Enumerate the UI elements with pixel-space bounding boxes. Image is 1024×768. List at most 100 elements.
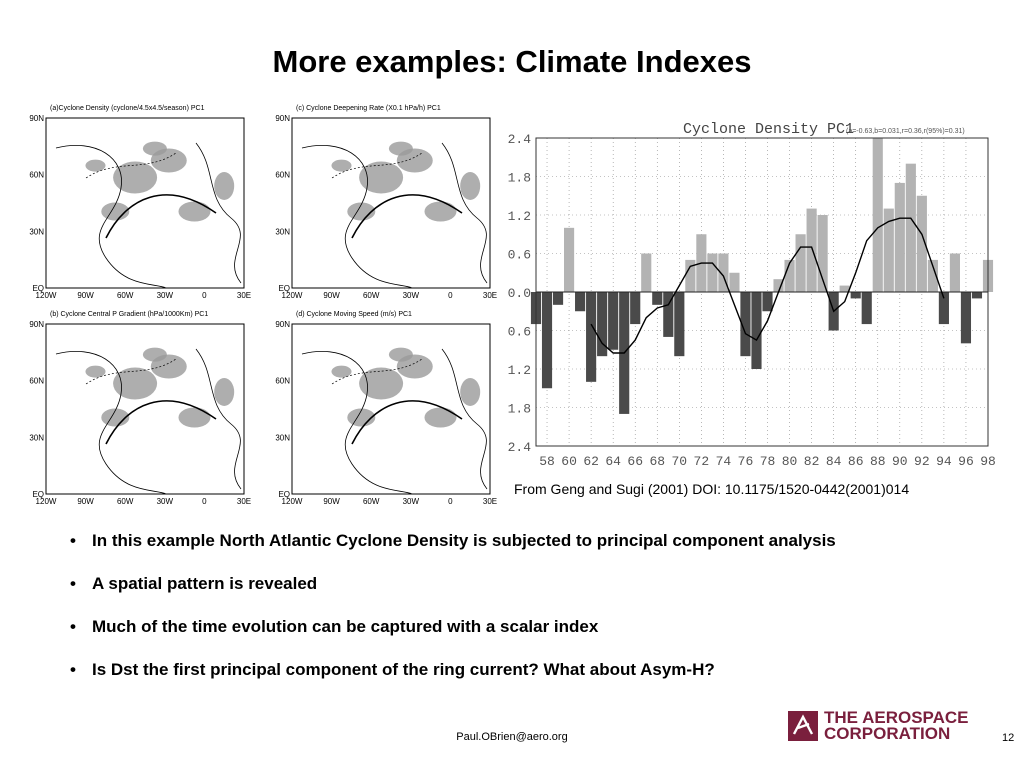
bar-positive (916, 195, 927, 292)
bar-negative (938, 292, 949, 325)
bar-negative (608, 292, 619, 350)
y-tick-label: 1.8 (508, 171, 531, 186)
map-lon-label: 90W (323, 291, 340, 300)
map-shaded-region (85, 365, 106, 378)
bar-negative (740, 292, 751, 357)
bullet-text: Is Dst the first principal component of … (92, 660, 715, 679)
map-shaded-region (142, 347, 167, 362)
bullet-text: In this example North Atlantic Cyclone D… (92, 531, 836, 550)
map-shaded-region (178, 407, 211, 428)
map-lat-label: 60N (29, 377, 44, 386)
y-tick-label: 1.2 (508, 363, 531, 378)
map-lat-label: 30N (275, 227, 290, 236)
logo-line-1: THE AEROSPACE (824, 708, 969, 727)
bar-negative (597, 292, 608, 357)
x-tick-label: 82 (804, 454, 820, 468)
bar-positive (839, 285, 850, 292)
map-lon-label: 30W (157, 497, 174, 506)
bar-negative (575, 292, 586, 312)
map-lon-label: 30W (403, 497, 420, 506)
map-lat-label: EQ (32, 284, 44, 293)
bar-negative (861, 292, 872, 325)
map-lon-label: 60W (117, 497, 134, 506)
map-lat-label: EQ (32, 490, 44, 499)
bar-positive (817, 215, 828, 292)
y-tick-label: 0.0 (508, 286, 531, 301)
map-lon-label: 30E (237, 497, 251, 506)
map-shaded-region (331, 159, 352, 172)
map-lon-label: 0 (448, 291, 453, 300)
x-tick-label: 86 (848, 454, 864, 468)
coastline (441, 348, 488, 490)
map-lat-label: 90N (275, 320, 290, 329)
bar-positive (883, 208, 894, 292)
bullet-icon: • (70, 574, 76, 593)
y-tick-label: 1.2 (508, 209, 531, 224)
bar-negative (674, 292, 685, 357)
bar-positive (707, 253, 718, 292)
coastline (195, 348, 242, 490)
map-lat-label: 30N (29, 433, 44, 442)
map-panel-b: (b) Cyclone Central P Gradient (hPa/1000… (20, 306, 252, 511)
map-lon-label: 30W (157, 291, 174, 300)
bar-positive (949, 253, 960, 292)
footer-email: Paul.OBrien@aero.org (456, 731, 568, 743)
bullet-icon: • (70, 531, 76, 550)
map-frame (45, 117, 245, 289)
map-lon-label: 30E (237, 291, 251, 300)
map-panel-c: (c) Cyclone Deepening Rate (X0.1 hPa/h) … (266, 100, 498, 305)
map-frame (45, 323, 245, 495)
bullet-text: Much of the time evolution can be captur… (92, 617, 599, 636)
map-lon-label: 0 (202, 291, 207, 300)
bar-positive (905, 163, 916, 292)
bar-positive (784, 259, 795, 292)
map-lon-label: 30E (483, 291, 497, 300)
map-caption: (a)Cyclone Density (cyclone/4.5x4.5/seas… (50, 105, 205, 112)
page-number: 12 (1002, 732, 1015, 744)
map-panel-a: (a)Cyclone Density (cyclone/4.5x4.5/seas… (20, 100, 252, 305)
bar-positive (927, 259, 938, 292)
x-tick-label: 94 (936, 454, 952, 468)
map-shaded-region (113, 161, 158, 194)
coastline (55, 351, 167, 495)
bar-positive (564, 227, 575, 292)
bar-negative (663, 292, 674, 337)
map-lon-label: 60W (363, 291, 380, 300)
y-tick-label: 2.4 (508, 132, 532, 147)
x-tick-label: 76 (738, 454, 754, 468)
map-shaded-region (331, 365, 352, 378)
bar-positive (773, 279, 784, 292)
map-shaded-region (359, 367, 404, 400)
map-lat-label: 30N (29, 227, 44, 236)
bar-positive (806, 208, 817, 292)
coastline (301, 145, 413, 289)
coastline (195, 142, 242, 284)
bar-negative (751, 292, 762, 369)
map-lat-label: EQ (278, 490, 290, 499)
map-lon-label: 120W (282, 497, 303, 506)
x-tick-label: 64 (605, 454, 621, 468)
bar-positive (641, 253, 652, 292)
x-tick-label: 98 (980, 454, 996, 468)
bullet-item: • In this example North Atlantic Cyclone … (70, 530, 1010, 551)
x-tick-label: 80 (782, 454, 798, 468)
bullet-text: A spatial pattern is revealed (92, 574, 318, 593)
figure-credit: From Geng and Sugi (2001) DOI: 10.1175/1… (514, 481, 910, 497)
x-tick-label: 88 (870, 454, 886, 468)
x-tick-label: 62 (583, 454, 599, 468)
x-tick-label: 74 (716, 454, 732, 468)
map-lat-label: 60N (275, 377, 290, 386)
bar-positive (685, 259, 696, 292)
aerospace-logo: THE AEROSPACE CORPORATION (788, 708, 969, 743)
cyclone-density-pc1-chart: Cyclone Density PC1 (a=-0.63,b=0.031,r=0.… (500, 108, 1000, 469)
map-shaded-region (85, 159, 106, 172)
map-lon-label: 90W (77, 291, 94, 300)
bar-negative (630, 292, 641, 325)
map-shaded-region (424, 201, 457, 222)
bar-positive (894, 182, 905, 292)
map-shaded-region (388, 141, 413, 156)
logo-line-2: CORPORATION (824, 724, 951, 743)
map-lon-label: 120W (36, 291, 57, 300)
map-shaded-region (113, 367, 158, 400)
bullet-item: • A spatial pattern is revealed (70, 573, 1010, 594)
